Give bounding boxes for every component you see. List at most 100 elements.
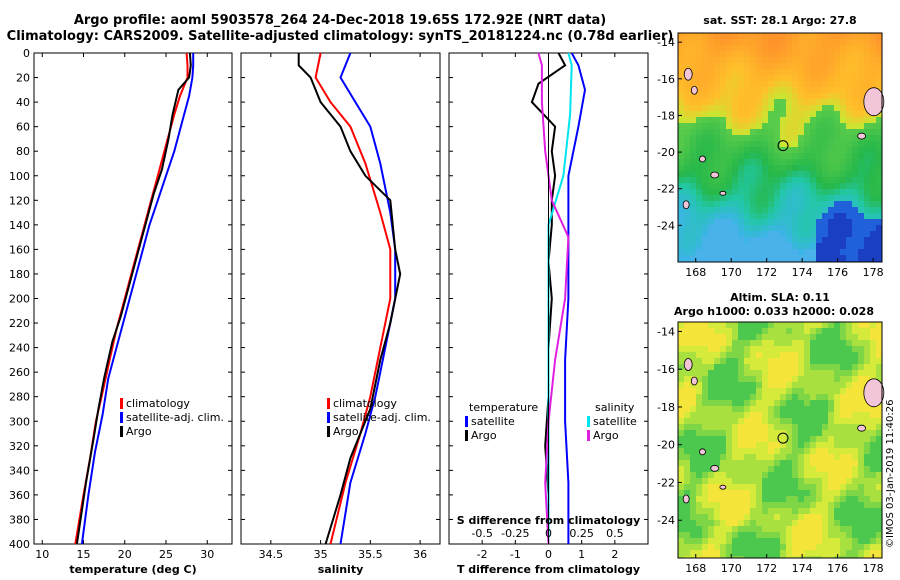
map-cell	[774, 340, 780, 346]
map-cell	[744, 207, 750, 213]
map-cell	[732, 538, 738, 544]
map-cell	[726, 550, 732, 556]
map-cell	[810, 51, 816, 57]
map-cell	[708, 334, 714, 340]
map-cell	[684, 508, 690, 514]
map-cell	[858, 400, 864, 406]
map-cell	[708, 388, 714, 394]
map-cell	[684, 376, 690, 382]
map-cell	[810, 508, 816, 514]
map-cell	[690, 478, 696, 484]
map-cell	[756, 532, 762, 538]
map-cell	[720, 123, 726, 129]
map-cell	[786, 153, 792, 159]
map-cell	[870, 406, 876, 412]
map-cell	[846, 364, 852, 370]
map-cell	[780, 466, 786, 472]
map-cell	[678, 460, 684, 466]
map-cell	[786, 550, 792, 556]
map-cell	[768, 484, 774, 490]
map-cell	[822, 237, 828, 243]
map-cell	[750, 394, 756, 400]
map-cell	[726, 105, 732, 111]
map-cell	[690, 538, 696, 544]
map-cell	[792, 69, 798, 75]
map-cell	[756, 406, 762, 412]
map-cell	[828, 526, 834, 532]
map-cell	[810, 75, 816, 81]
map-cell	[762, 556, 768, 558]
map-cell	[720, 514, 726, 520]
map-cell	[678, 51, 684, 57]
map-cell	[690, 424, 696, 430]
map-cell	[690, 93, 696, 99]
map-cell	[714, 424, 720, 430]
map-cell	[792, 496, 798, 502]
map-cell	[708, 538, 714, 544]
map-cell	[708, 111, 714, 117]
map-cell	[738, 129, 744, 135]
map-cell	[864, 69, 870, 75]
map-cell	[828, 183, 834, 189]
map-cell	[762, 484, 768, 490]
map-cell	[708, 496, 714, 502]
map-cell	[690, 129, 696, 135]
map-cell	[744, 436, 750, 442]
sla_map-title-2: Argo h1000: 0.033 h2000: 0.028	[674, 305, 874, 318]
map-cell	[822, 57, 828, 63]
map-cell	[864, 153, 870, 159]
legend-swatch	[465, 416, 468, 427]
map-cell	[810, 460, 816, 466]
map-cell	[840, 93, 846, 99]
map-cell	[870, 75, 876, 81]
map-cell	[750, 123, 756, 129]
map-cell	[720, 472, 726, 478]
map-cell	[738, 532, 744, 538]
map-cell	[768, 207, 774, 213]
map-cell	[732, 478, 738, 484]
map-cell	[792, 153, 798, 159]
map-cell	[774, 123, 780, 129]
map-cell	[798, 111, 804, 117]
map-cell	[852, 340, 858, 346]
map-cell	[834, 147, 840, 153]
map-cell	[834, 520, 840, 526]
map-cell	[834, 165, 840, 171]
map-cell	[858, 87, 864, 93]
map-cell	[816, 400, 822, 406]
map-cell	[678, 490, 684, 496]
map-cell	[756, 147, 762, 153]
map-cell	[756, 39, 762, 45]
map-cell	[690, 532, 696, 538]
map-cell	[702, 159, 708, 165]
map-cell	[756, 364, 762, 370]
map-cell	[780, 538, 786, 544]
map-cell	[774, 466, 780, 472]
map-cell	[792, 111, 798, 117]
map-cell	[780, 556, 786, 558]
map-cell	[852, 135, 858, 141]
map-cell	[858, 33, 864, 39]
map-cell	[858, 526, 864, 532]
map-cell	[852, 346, 858, 352]
map-cell	[762, 424, 768, 430]
map-cell	[870, 514, 876, 520]
map-cell	[822, 460, 828, 466]
map-cell	[726, 141, 732, 147]
map-cell	[798, 105, 804, 111]
map-cell	[864, 183, 870, 189]
map-cell	[738, 105, 744, 111]
map-cell	[738, 430, 744, 436]
map-cell	[708, 243, 714, 249]
map-cell	[714, 430, 720, 436]
map-cell	[822, 165, 828, 171]
map-cell	[792, 472, 798, 478]
map-cell	[858, 448, 864, 454]
map-cell	[762, 51, 768, 57]
map-cell	[732, 195, 738, 201]
map-cell	[750, 117, 756, 123]
map-cell	[678, 394, 684, 400]
map-cell	[828, 328, 834, 334]
map-cell	[774, 550, 780, 556]
map-cell	[792, 328, 798, 334]
